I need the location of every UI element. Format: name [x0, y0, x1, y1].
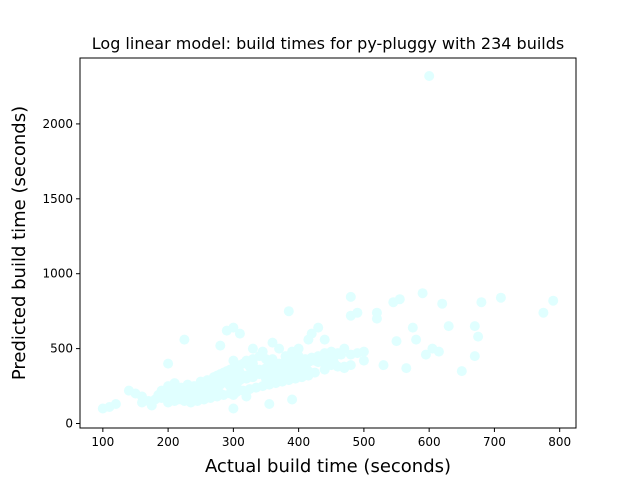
data-point — [427, 343, 438, 354]
points-layer — [97, 71, 559, 414]
data-point — [473, 331, 484, 342]
x-tick-label: 700 — [483, 435, 506, 449]
data-point — [388, 297, 399, 308]
data-point — [228, 355, 239, 366]
data-point — [303, 366, 314, 377]
data-point — [424, 71, 435, 81]
data-point — [215, 340, 226, 351]
data-point — [476, 297, 487, 308]
data-point — [283, 306, 294, 317]
data-point — [391, 336, 402, 347]
plot-area — [79, 57, 577, 429]
x-axis: 100 200 300 400 500 600 700 800 — [91, 428, 571, 449]
data-point — [548, 295, 559, 306]
data-point — [264, 399, 275, 409]
data-point — [221, 325, 232, 336]
y-tick-label: 1000 — [42, 267, 73, 281]
data-point — [345, 310, 356, 321]
y-tick-label: 1500 — [42, 192, 73, 206]
data-point — [146, 400, 157, 411]
data-point — [205, 384, 216, 395]
data-point — [319, 334, 330, 345]
data-point — [538, 307, 549, 318]
data-point — [437, 298, 448, 309]
data-point — [228, 390, 239, 400]
data-point — [336, 349, 347, 360]
data-point — [153, 390, 164, 400]
x-tick-label: 200 — [157, 435, 180, 449]
y-tick-label: 0 — [65, 417, 73, 431]
data-point — [401, 363, 412, 374]
data-point — [163, 358, 174, 369]
x-tick-label: 600 — [418, 435, 441, 449]
data-point — [411, 334, 422, 345]
data-point — [97, 403, 108, 414]
data-point — [110, 399, 121, 409]
data-point — [267, 337, 278, 348]
data-point — [163, 397, 174, 408]
x-tick-label: 100 — [91, 435, 114, 449]
data-point — [254, 351, 265, 362]
data-point — [407, 322, 418, 333]
data-point — [345, 291, 356, 302]
y-axis-label: Predicted build time (seconds) — [9, 106, 30, 380]
data-point — [378, 360, 389, 371]
data-point — [443, 321, 454, 332]
data-point — [456, 366, 467, 377]
chart-title: Log linear model: build times for py-plu… — [92, 34, 564, 53]
y-axis: 0 500 1000 1500 2000 — [42, 117, 80, 431]
x-tick-label: 500 — [352, 435, 375, 449]
data-point — [247, 343, 258, 354]
data-point — [495, 292, 506, 303]
data-point — [241, 391, 252, 402]
data-point — [345, 360, 356, 371]
data-point — [137, 391, 147, 402]
x-tick-label: 300 — [222, 435, 245, 449]
data-point — [234, 328, 245, 339]
data-point — [417, 288, 428, 299]
data-point — [469, 351, 480, 362]
x-tick-label: 400 — [287, 435, 310, 449]
data-point — [123, 385, 134, 396]
data-point — [287, 394, 298, 405]
data-point — [179, 334, 190, 345]
data-point — [228, 403, 239, 414]
data-point — [371, 313, 382, 324]
data-point — [231, 379, 242, 390]
data-point — [352, 348, 363, 359]
data-point — [469, 321, 480, 332]
y-tick-label: 500 — [50, 342, 73, 356]
data-point — [420, 349, 431, 360]
data-point — [303, 334, 314, 345]
data-point — [358, 355, 369, 366]
data-point — [274, 343, 285, 354]
data-point — [313, 322, 324, 333]
data-point — [192, 386, 203, 397]
y-tick-label: 2000 — [42, 117, 73, 131]
x-axis-label: Actual build time (seconds) — [205, 456, 451, 477]
x-tick-label: 800 — [548, 435, 571, 449]
